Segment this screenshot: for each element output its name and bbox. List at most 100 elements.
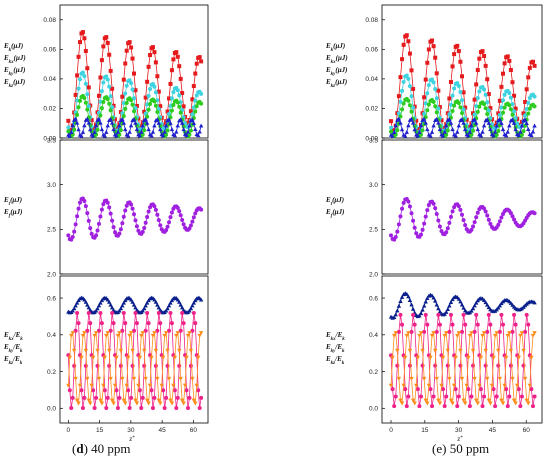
- data-point: [115, 405, 120, 410]
- data-point: [439, 118, 444, 123]
- data-point: [132, 212, 136, 217]
- data-point: [155, 109, 160, 114]
- data-point: [66, 129, 71, 134]
- data-point: [396, 94, 401, 99]
- data-point: [168, 311, 173, 316]
- data-point: [472, 329, 477, 334]
- data-point: [190, 328, 195, 333]
- data-point: [396, 222, 401, 227]
- data-point: [453, 387, 458, 392]
- data-point: [497, 219, 502, 224]
- legend-label: Eky/Ek: [325, 343, 345, 354]
- data-point: [102, 133, 108, 138]
- data-point: [474, 215, 479, 220]
- data-point: [410, 306, 416, 311]
- data-point: [486, 92, 491, 97]
- data-point: [455, 129, 460, 134]
- data-point: [180, 217, 185, 222]
- data-point: [83, 48, 88, 53]
- data-point: [502, 61, 507, 66]
- data-point: [483, 348, 488, 353]
- data-point: [505, 129, 510, 134]
- data-point: [499, 105, 504, 110]
- data-point: [150, 129, 156, 134]
- data-point: [407, 363, 412, 368]
- data-point: [184, 388, 189, 393]
- data-point: [108, 376, 113, 381]
- data-point: [434, 302, 439, 307]
- data-point: [425, 322, 430, 327]
- data-point: [442, 129, 447, 134]
- data-point: [178, 213, 183, 218]
- y-tick-label: 0.6: [369, 295, 378, 302]
- data-point: [190, 117, 195, 122]
- data-point: [406, 394, 411, 399]
- data-point: [144, 398, 150, 403]
- data-point: [426, 47, 431, 52]
- data-point: [410, 398, 416, 403]
- legend-label: Ekz/Ek: [325, 355, 345, 366]
- data-point: [148, 53, 153, 58]
- data-point: [182, 383, 188, 388]
- data-point: [130, 363, 135, 368]
- data-point: [422, 329, 427, 334]
- data-point: [431, 331, 436, 336]
- data-point: [132, 71, 136, 76]
- data-point: [95, 306, 100, 311]
- data-point: [71, 348, 77, 353]
- data-point: [123, 91, 128, 96]
- data-point: [524, 398, 529, 403]
- data-point: [431, 44, 436, 49]
- data-point: [530, 59, 535, 64]
- data-point: [82, 36, 87, 41]
- data-point: [152, 99, 157, 104]
- data-point: [415, 387, 420, 392]
- data-point: [472, 97, 477, 102]
- data-point: [165, 348, 170, 353]
- data-point: [187, 395, 192, 400]
- data-point: [86, 311, 91, 316]
- data-point: [392, 404, 397, 409]
- data-point: [168, 81, 173, 86]
- data-point: [197, 129, 202, 134]
- legend-label: Et(μJ): [3, 196, 22, 207]
- data-point: [439, 383, 444, 388]
- data-point: [406, 123, 411, 128]
- data-point: [393, 331, 398, 336]
- data-point: [165, 109, 170, 114]
- data-point: [188, 306, 194, 311]
- data-point: [406, 76, 411, 81]
- data-point: [156, 106, 161, 111]
- data-point: [134, 224, 139, 229]
- data-point: [142, 128, 147, 133]
- data-point: [406, 39, 411, 44]
- data-point: [529, 387, 534, 392]
- data-point: [475, 68, 480, 73]
- data-point: [105, 77, 110, 82]
- data-point: [168, 215, 173, 220]
- data-point: [472, 117, 477, 122]
- data-point: [398, 114, 403, 119]
- subplot-frame: [59, 275, 209, 424]
- data-point: [448, 312, 453, 317]
- data-point: [165, 128, 170, 133]
- data-point: [409, 116, 414, 121]
- data-point: [401, 383, 406, 388]
- data-point: [481, 331, 487, 336]
- data-point: [111, 321, 116, 326]
- data-point: [442, 404, 447, 409]
- data-point: [117, 395, 122, 400]
- data-point: [523, 99, 528, 104]
- data-point: [137, 388, 142, 393]
- y-tick-label: 0.4: [47, 332, 56, 339]
- subplot-frame: [381, 4, 543, 139]
- data-point: [436, 218, 441, 223]
- data-point: [447, 376, 452, 381]
- data-point: [389, 129, 394, 134]
- data-point: [90, 133, 96, 138]
- data-point: [197, 405, 202, 410]
- data-point: [524, 106, 529, 111]
- data-point: [434, 110, 439, 115]
- data-point: [510, 376, 515, 381]
